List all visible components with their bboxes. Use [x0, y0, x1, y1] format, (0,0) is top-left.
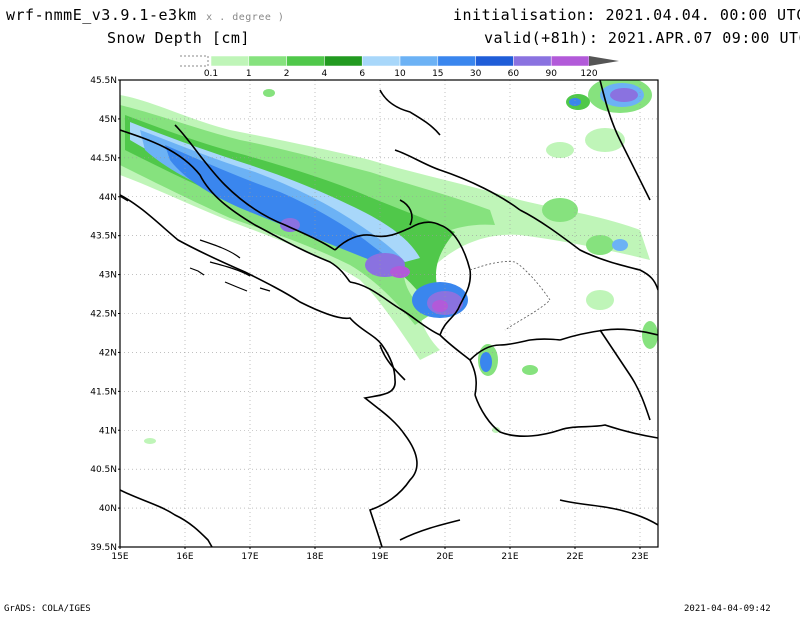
variable-title: Snow Depth [cm]	[107, 29, 250, 47]
lat-label: 43.5N	[90, 232, 117, 242]
lat-label: 40N	[99, 504, 117, 514]
lat-label: 41N	[99, 426, 117, 436]
internal-borders	[469, 261, 551, 331]
colorbar-label: 6	[359, 69, 365, 79]
colorbar-label: 0.1	[204, 69, 218, 79]
coastlines-borders	[120, 80, 658, 547]
lat-label: 45N	[99, 115, 117, 125]
colorbar-label: 15	[432, 69, 443, 79]
lat-label: 39.5N	[90, 543, 117, 553]
colorbar-label: 10	[394, 69, 406, 79]
colorbar-label: 4	[322, 69, 328, 79]
lat-label: 44.5N	[90, 154, 117, 164]
lat-label: 40.5N	[90, 465, 117, 475]
lon-label: 16E	[176, 552, 193, 562]
lon-label: 20E	[436, 552, 453, 562]
lon-label: 21E	[501, 552, 518, 562]
axis-labels: 45.5N 45N 44.5N 44N 43.5N 43N 42.5N 42N 41.5N 41N…	[90, 76, 649, 562]
colorbar-label: 90	[545, 69, 557, 79]
valid-time: valid(+81h): 2021.APR.07 09:00 UTC	[484, 29, 800, 47]
model-title: wrf-nmmE_v3.9.1-e3km x . degree )	[6, 6, 284, 24]
footer-right: 2021-04-04-09:42	[684, 604, 771, 614]
colorbar-label: 30	[470, 69, 482, 79]
lat-label: 42N	[99, 348, 117, 358]
colorbar-label: 1	[246, 69, 252, 79]
colorbar-label: 120	[580, 69, 597, 79]
colorbar-over-indicator	[589, 56, 619, 66]
lon-label: 17E	[241, 552, 258, 562]
model-name: wrf-nmmE_v3.9.1-e3km	[6, 6, 197, 24]
islands	[120, 195, 271, 292]
lon-label: 15E	[111, 552, 128, 562]
lon-label: 22E	[566, 552, 583, 562]
lat-label: 42.5N	[90, 310, 117, 320]
lon-label: 23E	[631, 552, 648, 562]
colorbar: 0.1 1 2 4 6 10 15 30 60 90 120	[180, 55, 619, 79]
colorbar-under-indicator	[180, 55, 209, 67]
lat-label: 41.5N	[90, 387, 117, 397]
colorbar-label: 2	[284, 69, 290, 79]
lat-label: 44N	[99, 193, 117, 203]
model-note: x . degree )	[206, 12, 285, 23]
lat-label: 43N	[99, 271, 117, 281]
init-time: initialisation: 2021.04.04. 00:00 UTC	[453, 6, 800, 24]
footer-left: GrADS: COLA/IGES	[4, 604, 91, 614]
colorbar-label: 60	[508, 69, 520, 79]
lon-label: 19E	[371, 552, 388, 562]
lat-label: 45.5N	[90, 76, 117, 86]
snow-field	[120, 80, 658, 444]
graticule	[120, 80, 658, 547]
lon-label: 18E	[306, 552, 323, 562]
